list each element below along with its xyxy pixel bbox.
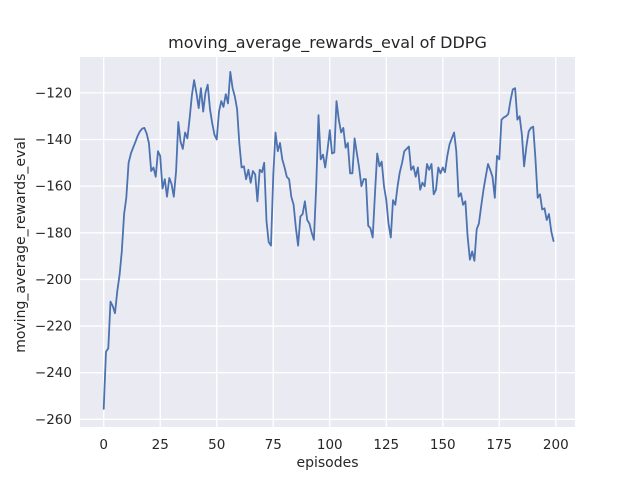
y-tick-label: −120 (35, 85, 72, 101)
y-tick-label: −260 (35, 412, 72, 428)
data-line (102, 71, 555, 410)
axes-background (80, 57, 575, 427)
y-tick-label: −220 (35, 319, 72, 335)
x-tick-label: 200 (543, 437, 569, 453)
x-tick-label: 0 (99, 437, 108, 453)
x-tick-label: 75 (265, 437, 282, 453)
y-tick-label: −240 (35, 365, 72, 381)
x-tick-label: 25 (152, 437, 169, 453)
y-tick-label: −200 (35, 272, 72, 288)
x-tick-label: 125 (373, 437, 399, 453)
y-tick-label: −140 (35, 132, 72, 148)
x-axis-label: episodes (296, 455, 359, 471)
x-tick-label: 50 (208, 437, 225, 453)
x-tick-label: 150 (430, 437, 456, 453)
y-tick-label: −180 (35, 225, 72, 241)
x-tick-label: 100 (317, 437, 343, 453)
x-tick-label: 175 (486, 437, 512, 453)
y-tick-label: −160 (35, 179, 72, 195)
chart-title: moving_average_rewards_eval of DDPG (168, 33, 487, 52)
